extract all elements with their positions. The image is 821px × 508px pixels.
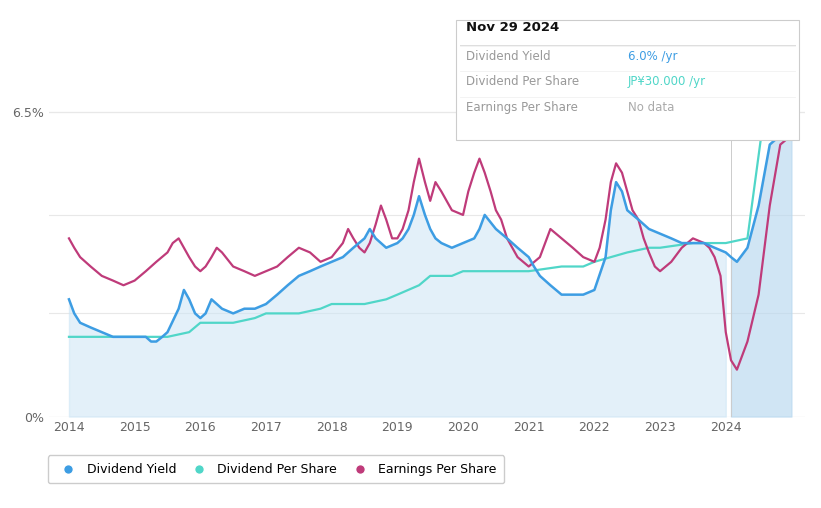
- Text: Past: Past: [735, 88, 759, 99]
- Text: No data: No data: [628, 101, 674, 114]
- Text: 6.0% /yr: 6.0% /yr: [628, 50, 677, 63]
- Text: Earnings Per Share: Earnings Per Share: [466, 101, 577, 114]
- Text: JP¥30.000 /yr: JP¥30.000 /yr: [628, 75, 706, 88]
- Text: Dividend Yield: Dividend Yield: [466, 50, 550, 63]
- Text: Nov 29 2024: Nov 29 2024: [466, 21, 559, 35]
- Legend: Dividend Yield, Dividend Per Share, Earnings Per Share: Dividend Yield, Dividend Per Share, Earn…: [48, 456, 504, 484]
- Text: Dividend Per Share: Dividend Per Share: [466, 75, 579, 88]
